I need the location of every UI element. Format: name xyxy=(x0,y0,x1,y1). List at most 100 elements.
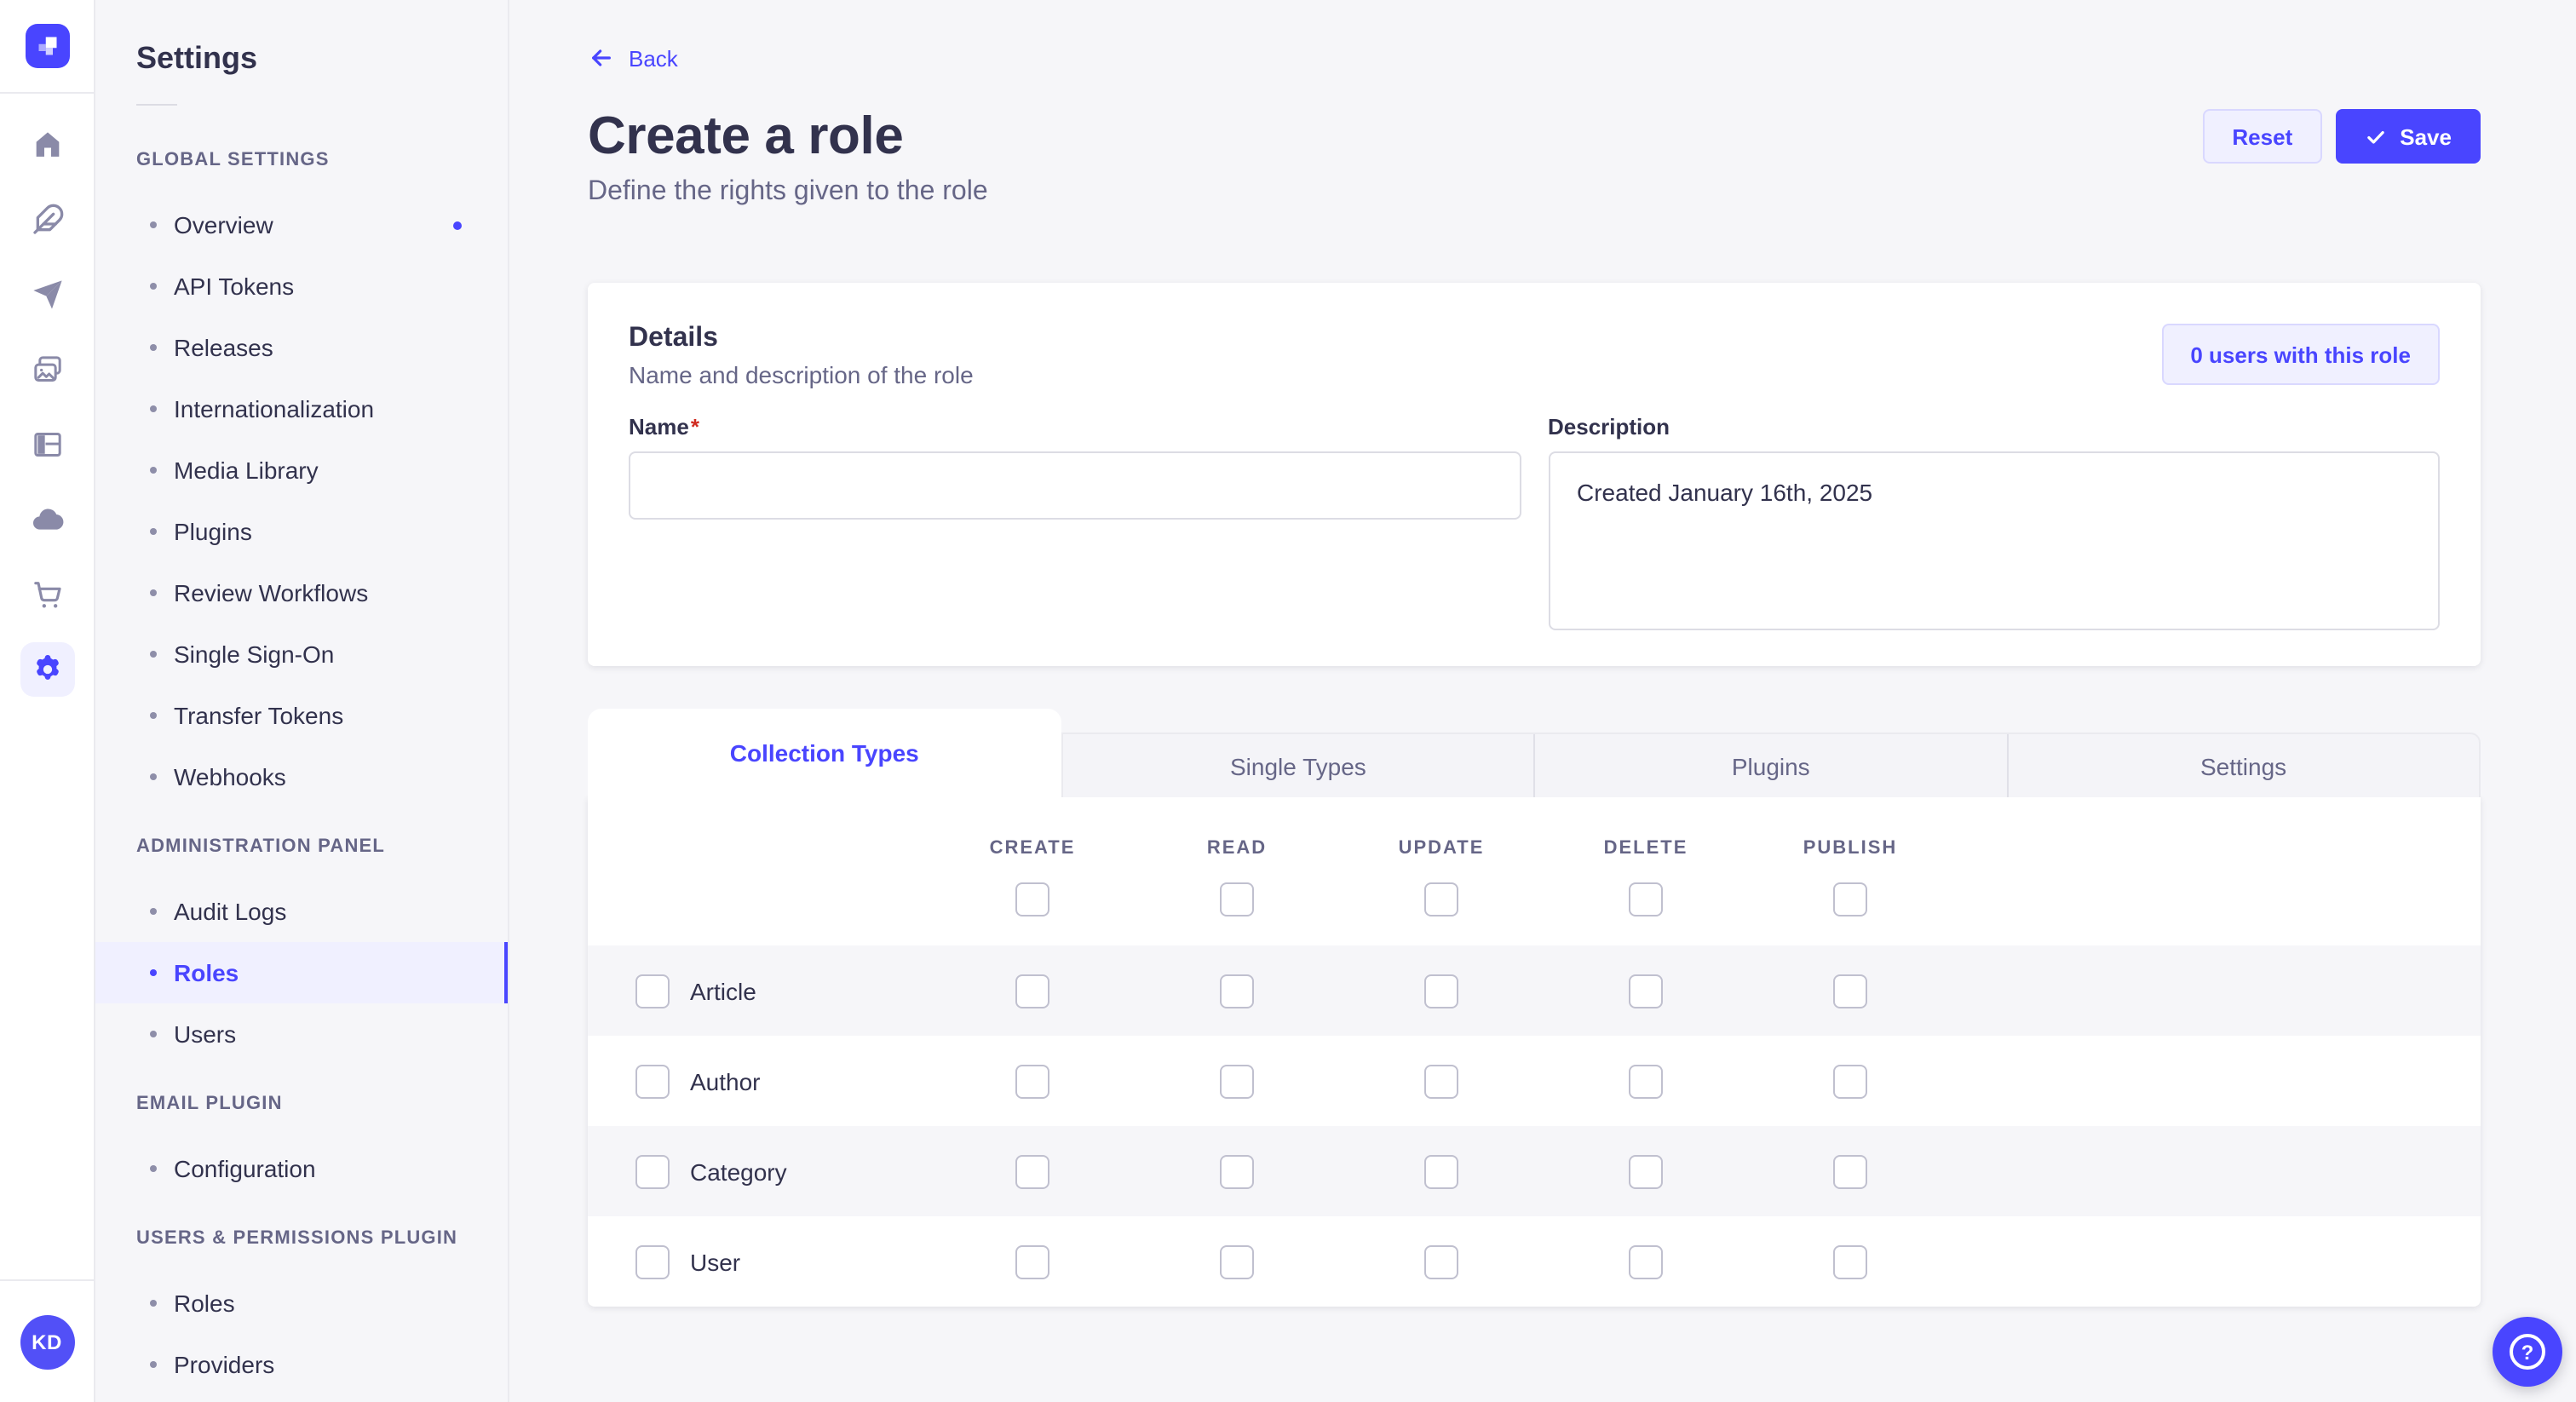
sidebar-item-review-workflows[interactable]: Review Workflows xyxy=(95,562,508,623)
icon-rail: KD xyxy=(0,0,95,1402)
select-all-create-checkbox[interactable] xyxy=(1015,882,1049,916)
author-create-checkbox[interactable] xyxy=(1015,1064,1049,1098)
tab-collection-types[interactable]: Collection Types xyxy=(588,709,1061,797)
row-label: User xyxy=(690,1248,741,1275)
select-all-update-checkbox[interactable] xyxy=(1424,882,1458,916)
send-plane-icon[interactable] xyxy=(0,257,95,332)
row-select-checkbox[interactable] xyxy=(635,1154,670,1188)
article-publish-checkbox[interactable] xyxy=(1833,974,1867,1008)
media-library-icon[interactable] xyxy=(0,332,95,407)
user-update-checkbox[interactable] xyxy=(1424,1244,1458,1278)
row-label: Article xyxy=(690,977,756,1004)
row-select-checkbox[interactable] xyxy=(635,1244,670,1278)
page-subtitle: Define the rights given to the role xyxy=(588,177,988,206)
sidebar-item-media-library[interactable]: Media Library xyxy=(95,440,508,501)
category-create-checkbox[interactable] xyxy=(1015,1154,1049,1188)
description-textarea[interactable]: Created January 16th, 2025 xyxy=(1548,451,2440,630)
header-actions: Reset Save xyxy=(2203,109,2481,164)
check-icon xyxy=(2366,129,2383,143)
user-avatar[interactable]: KD xyxy=(20,1314,74,1369)
tab-single-types[interactable]: Single Types xyxy=(1230,752,1366,779)
section-administration-panel: ADMINISTRATION PANEL xyxy=(136,836,386,857)
details-card-header: Details Name and description of the role… xyxy=(629,324,2440,388)
user-create-checkbox[interactable] xyxy=(1015,1244,1049,1278)
article-create-checkbox[interactable] xyxy=(1015,974,1049,1008)
bullet-icon xyxy=(150,221,157,228)
question-mark-icon: ? xyxy=(2510,1334,2545,1370)
permissions-section: Collection Types Single Types Plugins Se… xyxy=(588,709,2481,1307)
back-link[interactable]: Back xyxy=(588,44,678,72)
sidebar-item-providers[interactable]: Providers xyxy=(95,1334,508,1395)
category-delete-checkbox[interactable] xyxy=(1629,1154,1663,1188)
row-label: Category xyxy=(690,1158,787,1185)
category-publish-checkbox[interactable] xyxy=(1833,1154,1867,1188)
column-header-read: READ xyxy=(1206,838,1268,859)
author-read-checkbox[interactable] xyxy=(1220,1064,1254,1098)
bullet-icon xyxy=(150,283,157,290)
bullet-icon xyxy=(150,969,157,976)
select-all-publish-checkbox[interactable] xyxy=(1833,882,1867,916)
select-all-delete-checkbox[interactable] xyxy=(1629,882,1663,916)
user-publish-checkbox[interactable] xyxy=(1833,1244,1867,1278)
rail-nav xyxy=(0,94,95,707)
row-select-checkbox[interactable] xyxy=(635,974,670,1008)
section-email-plugin: EMAIL PLUGIN xyxy=(136,1094,283,1114)
name-input[interactable] xyxy=(629,451,1521,520)
sidebar-item-users[interactable]: Users xyxy=(95,1003,508,1065)
global-settings-list: Overview API Tokens Releases Internation… xyxy=(95,194,508,807)
content-type-builder-layout-icon[interactable] xyxy=(0,407,95,482)
category-read-checkbox[interactable] xyxy=(1220,1154,1254,1188)
sidebar-item-internationalization[interactable]: Internationalization xyxy=(95,378,508,440)
article-update-checkbox[interactable] xyxy=(1424,974,1458,1008)
bullet-icon xyxy=(150,528,157,535)
article-delete-checkbox[interactable] xyxy=(1629,974,1663,1008)
sidebar-item-roles-active[interactable]: Roles xyxy=(95,942,508,1003)
details-card: Details Name and description of the role… xyxy=(588,283,2481,666)
sidebar-item-api-tokens[interactable]: API Tokens xyxy=(95,256,508,317)
table-row-category: Category xyxy=(588,1126,2481,1216)
sidebar-title-divider xyxy=(136,104,177,106)
category-update-checkbox[interactable] xyxy=(1424,1154,1458,1188)
marketplace-cart-icon[interactable] xyxy=(0,557,95,632)
tab-plugins[interactable]: Plugins xyxy=(1533,734,2006,797)
article-read-checkbox[interactable] xyxy=(1220,974,1254,1008)
sidebar-item-single-sign-on[interactable]: Single Sign-On xyxy=(95,623,508,685)
sidebar-item-overview[interactable]: Overview xyxy=(95,194,508,256)
select-all-read-checkbox[interactable] xyxy=(1220,882,1254,916)
sidebar-item-transfer-tokens[interactable]: Transfer Tokens xyxy=(95,685,508,746)
users-with-role-button[interactable]: 0 users with this role xyxy=(2161,324,2440,385)
sidebar-item-up-roles[interactable]: Roles xyxy=(95,1273,508,1334)
save-button[interactable]: Save xyxy=(2335,109,2481,164)
section-global-settings: GLOBAL SETTINGS xyxy=(136,150,330,170)
author-delete-checkbox[interactable] xyxy=(1629,1064,1663,1098)
help-button[interactable]: ? xyxy=(2493,1317,2562,1387)
section-users-permissions-plugin: USERS & PERMISSIONS PLUGIN xyxy=(136,1228,458,1249)
sidebar-item-releases[interactable]: Releases xyxy=(95,317,508,378)
author-publish-checkbox[interactable] xyxy=(1833,1064,1867,1098)
sidebar-item-plugins[interactable]: Plugins xyxy=(95,501,508,562)
bullet-icon xyxy=(150,908,157,915)
row-label: Author xyxy=(690,1067,761,1095)
column-header-delete: DELETE xyxy=(1603,838,1688,859)
sidebar-item-webhooks[interactable]: Webhooks xyxy=(95,746,508,807)
settings-gear-icon[interactable] xyxy=(0,632,95,707)
content-manager-feather-icon[interactable] xyxy=(0,182,95,257)
user-delete-checkbox[interactable] xyxy=(1629,1244,1663,1278)
bullet-icon xyxy=(150,773,157,780)
required-asterisk: * xyxy=(690,414,699,440)
cloud-icon[interactable] xyxy=(0,482,95,557)
sidebar-item-configuration[interactable]: Configuration xyxy=(95,1138,508,1199)
author-update-checkbox[interactable] xyxy=(1424,1064,1458,1098)
sidebar-item-audit-logs[interactable]: Audit Logs xyxy=(95,881,508,942)
tab-settings[interactable]: Settings xyxy=(2006,734,2479,797)
sidebar-title: Settings xyxy=(136,41,258,75)
strapi-logo[interactable] xyxy=(25,24,69,68)
bullet-icon xyxy=(150,651,157,658)
home-icon[interactable] xyxy=(0,107,95,182)
user-read-checkbox[interactable] xyxy=(1220,1244,1254,1278)
reset-button[interactable]: Reset xyxy=(2203,109,2322,164)
permissions-tabs: Collection Types Single Types Plugins Se… xyxy=(588,709,2481,797)
row-select-checkbox[interactable] xyxy=(635,1064,670,1098)
permissions-table-header: CREATE READ UPDATE DELETE PUBLISH xyxy=(588,797,2481,945)
